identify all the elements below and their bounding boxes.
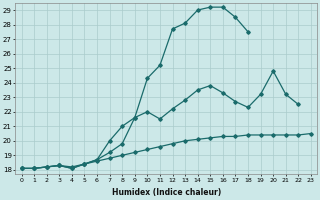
X-axis label: Humidex (Indice chaleur): Humidex (Indice chaleur) bbox=[112, 188, 221, 197]
